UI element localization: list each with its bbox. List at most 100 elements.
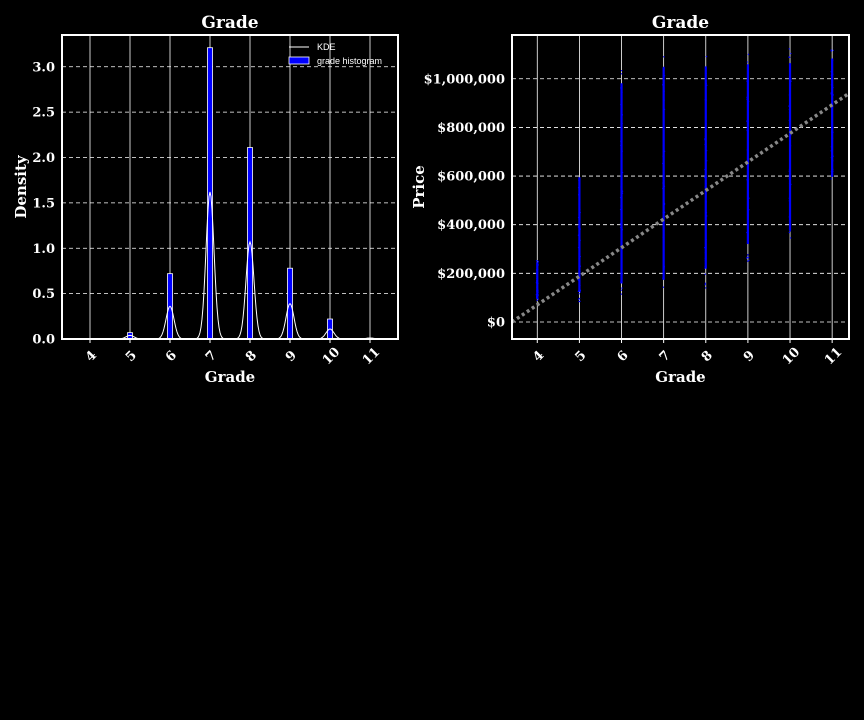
scatter-point bbox=[832, 94, 834, 97]
scatter-point bbox=[579, 289, 582, 292]
scatter-point bbox=[830, 178, 833, 180]
scatter-point bbox=[621, 85, 623, 88]
scatter-point bbox=[790, 78, 792, 80]
scatter-point bbox=[705, 201, 707, 203]
scatter-point bbox=[747, 254, 749, 256]
x-tick-label: 7 bbox=[203, 348, 220, 365]
scatter-point bbox=[662, 277, 664, 279]
scatter-point bbox=[747, 137, 749, 140]
scatter-point bbox=[704, 265, 707, 268]
scatter-point bbox=[747, 209, 750, 211]
scatter-point bbox=[705, 82, 707, 85]
scatter-point bbox=[747, 74, 749, 77]
scatter-point bbox=[705, 72, 707, 75]
scatter-point bbox=[704, 143, 706, 146]
scatter-point bbox=[746, 96, 748, 98]
x-tick-label: 7 bbox=[657, 348, 674, 365]
scatter-point bbox=[663, 166, 665, 168]
scatter-point bbox=[578, 263, 581, 266]
scatter-point bbox=[621, 171, 624, 174]
x-tick-label: 9 bbox=[283, 348, 300, 365]
x-tick-label: 4 bbox=[83, 348, 100, 365]
legend: KDE grade histogram bbox=[288, 42, 382, 66]
scatter-point bbox=[831, 121, 833, 123]
x-tick-label: 9 bbox=[741, 348, 758, 365]
scatter-point bbox=[832, 160, 834, 162]
scatter-point bbox=[619, 226, 622, 229]
scatter-point bbox=[663, 203, 666, 206]
y-tick-label: 2.0 bbox=[32, 151, 55, 166]
scatter-point bbox=[746, 124, 749, 127]
scatter-point bbox=[578, 272, 580, 274]
scatter-point bbox=[620, 175, 623, 178]
scatter-point bbox=[789, 152, 791, 154]
scatter-point bbox=[832, 155, 834, 157]
scatter-point bbox=[788, 168, 791, 170]
legend-hist-swatch bbox=[288, 56, 310, 65]
kde-line bbox=[62, 191, 398, 339]
scatter-point bbox=[663, 99, 665, 101]
scatter-point bbox=[831, 152, 833, 154]
scatter-point bbox=[746, 98, 748, 100]
scatter-point bbox=[832, 168, 834, 171]
scatter-point bbox=[620, 103, 622, 106]
scatter-point bbox=[704, 186, 706, 188]
scatter-point bbox=[746, 127, 749, 129]
scatter-point bbox=[746, 105, 749, 107]
x-axis-label: Grade bbox=[205, 368, 255, 386]
y-tick-label: $0 bbox=[487, 315, 505, 330]
scatter-point bbox=[620, 205, 622, 207]
scatter-point bbox=[704, 168, 706, 171]
scatter-point bbox=[705, 167, 707, 170]
scatter-point bbox=[830, 131, 833, 133]
y-axis-label: Price bbox=[410, 165, 428, 209]
scatter-point bbox=[788, 174, 791, 176]
scatter-point bbox=[619, 223, 622, 225]
scatter-point bbox=[663, 202, 666, 205]
scatter-point bbox=[537, 298, 539, 300]
scatter-point bbox=[706, 84, 708, 86]
scatter-point bbox=[578, 204, 581, 206]
scatter-point bbox=[704, 283, 706, 286]
scatter-point bbox=[831, 109, 833, 111]
scatter-point bbox=[536, 272, 539, 274]
x-tick-label: 4 bbox=[530, 348, 547, 365]
scatter-point bbox=[662, 238, 665, 240]
scatter-point bbox=[704, 135, 707, 137]
x-tick-label: 11 bbox=[822, 345, 845, 368]
scatter-point bbox=[579, 284, 581, 287]
scatter-point bbox=[704, 246, 706, 249]
scatter-point bbox=[748, 259, 750, 262]
scatter-point bbox=[535, 294, 538, 296]
plot-frame bbox=[511, 34, 850, 340]
scatter-point bbox=[788, 231, 791, 234]
scatter-point bbox=[747, 165, 749, 168]
scatter-point bbox=[662, 236, 664, 239]
scatter-point bbox=[830, 146, 833, 148]
scatter-point bbox=[832, 131, 834, 133]
scatter-point bbox=[621, 150, 623, 152]
y-tick-label: 1.0 bbox=[32, 242, 55, 257]
x-tick-label: 10 bbox=[320, 345, 343, 368]
scatter-point bbox=[704, 251, 707, 254]
scatter-point bbox=[788, 108, 791, 111]
scatter-point bbox=[537, 264, 539, 266]
scatter-point bbox=[621, 91, 623, 93]
scatter-point bbox=[579, 265, 582, 267]
scatter-point bbox=[578, 257, 580, 260]
scatter-point bbox=[747, 66, 749, 68]
scatter-point bbox=[788, 200, 791, 202]
scatter-point bbox=[747, 168, 750, 171]
chart-panel-2: Grade 4 5 6 7 8 9 10 11 $0 $200,000 $400,000 $600,00… bbox=[410, 13, 850, 386]
scatter-point bbox=[577, 186, 580, 189]
y-tick-label: 0.5 bbox=[32, 287, 55, 302]
scatter-point bbox=[831, 97, 834, 100]
scatter-point bbox=[619, 196, 622, 199]
scatter-point bbox=[704, 273, 706, 275]
scatter-point bbox=[790, 80, 792, 83]
x-tick-label: 6 bbox=[615, 348, 632, 365]
scatter-point bbox=[705, 183, 707, 185]
scatter-point bbox=[705, 176, 708, 178]
scatter-point bbox=[788, 94, 791, 96]
